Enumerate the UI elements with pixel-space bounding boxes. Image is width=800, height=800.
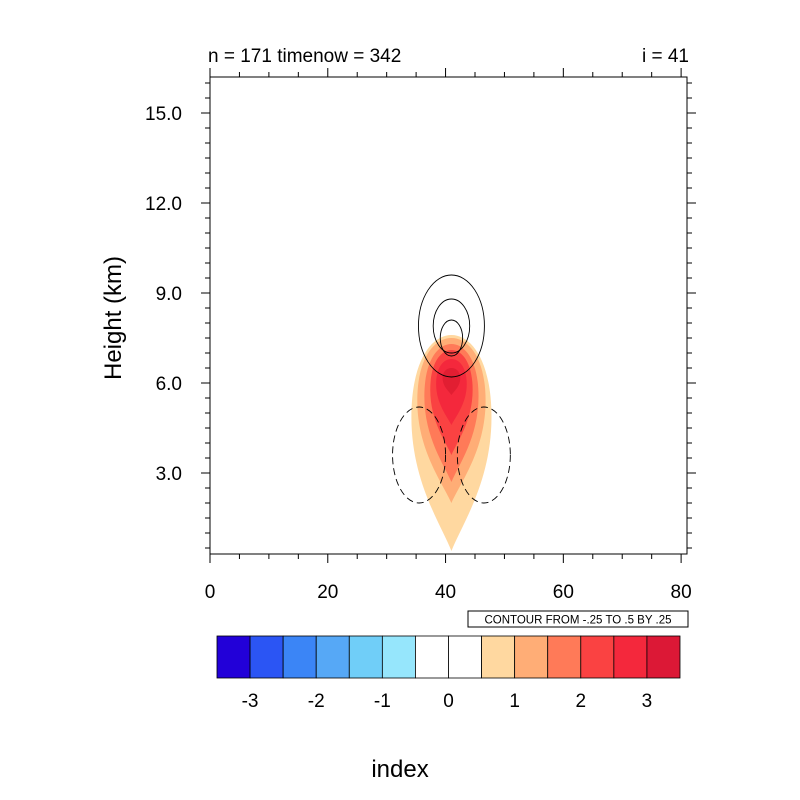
colorbar-swatch <box>547 635 582 679</box>
colorbar-label: 2 <box>575 691 586 712</box>
contour-line-negative <box>392 406 447 504</box>
colorbar-swatch <box>348 635 383 679</box>
colorbar-label: 3 <box>642 691 653 712</box>
colorbar-swatch <box>381 635 416 679</box>
colorbar-label: 1 <box>509 691 520 712</box>
colorbar-label: 0 <box>443 691 454 712</box>
colorbar-swatch <box>646 635 681 679</box>
x-tick-label: 40 <box>435 582 456 603</box>
colorbar-swatch <box>415 635 449 679</box>
left-title: n = 171 timenow = 342 <box>208 46 401 67</box>
y-tick-label: 15.0 <box>145 104 182 125</box>
right-title: i = 41 <box>642 46 689 67</box>
colorbar-label: -2 <box>308 691 325 712</box>
colorbar-swatch <box>514 635 549 679</box>
colorbar: -3 -2 -1 0 1 2 3 <box>216 635 681 712</box>
contour-line-negative <box>456 406 511 504</box>
x-tick-label: 20 <box>317 582 338 603</box>
plot-frame <box>209 76 688 555</box>
contour-info-box: CONTOUR FROM -.25 TO .5 BY .25 <box>467 610 689 628</box>
y-axis-label: Height (km) <box>100 256 127 380</box>
colorbar-swatch <box>580 635 615 679</box>
y-tick-label: 9.0 <box>156 284 182 305</box>
y-tick-label: 6.0 <box>156 374 182 395</box>
colorbar-swatch <box>315 635 350 679</box>
colorbar-swatch <box>216 635 251 679</box>
colorbar-swatch <box>282 635 317 679</box>
filled-contour-3 <box>442 368 461 395</box>
colorbar-swatch <box>481 635 516 679</box>
contour-line-positive <box>432 298 471 354</box>
y-tick-label: 3.0 <box>156 464 182 485</box>
contour-line-positive <box>439 319 464 357</box>
y-tick-label: 12.0 <box>145 194 182 215</box>
colorbar-swatch <box>249 635 284 679</box>
colorbar-label: -3 <box>242 691 259 712</box>
colorbar-swatch <box>448 635 482 679</box>
x-tick-label: 60 <box>553 582 574 603</box>
x-tick-label: 0 <box>205 582 216 603</box>
plot-area: 0 20 40 60 80 3.0 6.0 9.0 12.0 15.0 <box>145 68 696 603</box>
x-tick-label: 80 <box>671 582 692 603</box>
data-layer <box>392 274 511 551</box>
colorbar-swatch <box>613 635 648 679</box>
x-axis-label: index <box>371 756 429 783</box>
colorbar-label: -1 <box>374 691 391 712</box>
contour-line-positive <box>418 274 485 378</box>
contour-info-text: CONTOUR FROM -.25 TO .5 BY .25 <box>484 615 671 627</box>
